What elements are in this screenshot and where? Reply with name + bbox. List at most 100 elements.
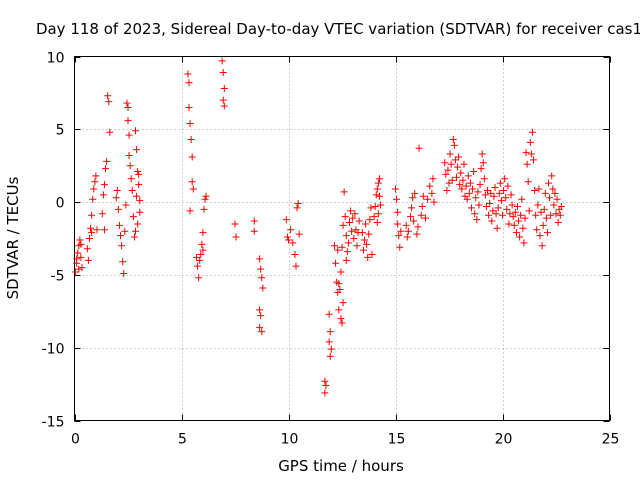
data-point [444, 166, 452, 174]
data-point [85, 235, 93, 242]
data-point [451, 156, 459, 164]
data-point [332, 259, 340, 267]
data-point [105, 98, 113, 106]
data-point [459, 176, 467, 184]
data-point [519, 224, 527, 232]
data-point [392, 185, 399, 193]
data-point [250, 227, 258, 235]
data-point [467, 204, 475, 212]
data-point [186, 119, 194, 127]
data-point [430, 198, 438, 206]
x-axis-label: GPS time / hours [278, 457, 404, 475]
data-point [219, 69, 227, 77]
data-point [485, 211, 493, 219]
data-point [474, 188, 482, 196]
data-point [72, 268, 80, 276]
data-point [478, 150, 486, 158]
data-point [321, 377, 329, 385]
data-point [373, 185, 381, 193]
data-point [473, 216, 481, 224]
data-point [511, 208, 519, 216]
data-point [325, 310, 333, 318]
data-point [551, 189, 559, 197]
data-point [119, 258, 127, 266]
data-point [404, 227, 412, 235]
data-point [414, 223, 422, 231]
data-point [360, 236, 368, 244]
x-tick-label: 25 [602, 432, 620, 448]
data-point [375, 175, 383, 183]
data-point [516, 233, 524, 241]
data-point [326, 328, 334, 336]
data-point [104, 92, 112, 100]
data-point [493, 224, 501, 232]
y-tick-label: -10 [42, 342, 65, 358]
chart-title: Day 118 of 2023, Sidereal Day-to-day VTE… [36, 20, 640, 38]
data-point [512, 229, 520, 237]
data-point [538, 242, 546, 250]
data-point [475, 201, 483, 209]
data-point [113, 186, 121, 194]
data-point [125, 152, 133, 160]
data-point [84, 256, 92, 264]
data-point [331, 242, 339, 250]
y-tick-label: 0 [56, 196, 65, 212]
data-point [127, 175, 135, 183]
data-point [533, 226, 541, 234]
data-point [362, 220, 370, 228]
y-axis-label: SDTVAR / TECUs [4, 176, 22, 299]
data-point [289, 239, 297, 247]
data-point [202, 192, 210, 200]
data-point [133, 146, 141, 154]
data-point [522, 149, 530, 157]
data-point [429, 175, 437, 183]
data-point [500, 186, 508, 194]
data-point [124, 117, 132, 125]
data-point [556, 211, 564, 219]
data-point [186, 207, 194, 215]
data-point [479, 159, 487, 167]
data-point [532, 211, 540, 219]
data-point [199, 229, 207, 237]
data-point [340, 188, 348, 196]
data-point [547, 211, 555, 219]
data-point [87, 224, 95, 232]
data-point [218, 57, 226, 65]
data-point [114, 205, 122, 213]
x-tick-label: 5 [178, 432, 187, 448]
data-point [375, 192, 383, 200]
data-point [200, 205, 208, 213]
data-point [118, 242, 126, 250]
data-point [495, 189, 503, 197]
data-point [374, 210, 382, 218]
data-point [441, 159, 449, 167]
data-point [326, 352, 334, 360]
data-point [411, 189, 419, 197]
data-point [88, 211, 96, 219]
data-point [89, 195, 97, 203]
data-point [195, 274, 203, 282]
data-point [194, 262, 202, 270]
data-point [342, 232, 350, 240]
data-point [524, 178, 532, 186]
data-point [457, 169, 465, 177]
data-point [477, 165, 485, 173]
data-point [531, 186, 539, 194]
data-point [219, 96, 227, 104]
data-point [527, 150, 535, 158]
data-point [201, 195, 209, 203]
data-point [372, 191, 380, 199]
data-point [543, 229, 551, 237]
data-point [501, 175, 509, 183]
data-point [358, 229, 366, 237]
data-point [125, 131, 133, 139]
data-point [75, 265, 83, 273]
data-point [528, 128, 536, 136]
data-point [347, 207, 355, 215]
data-point [463, 195, 471, 203]
data-point [509, 213, 517, 221]
data-point [450, 141, 458, 149]
data-point [460, 160, 468, 168]
data-point [535, 185, 543, 193]
